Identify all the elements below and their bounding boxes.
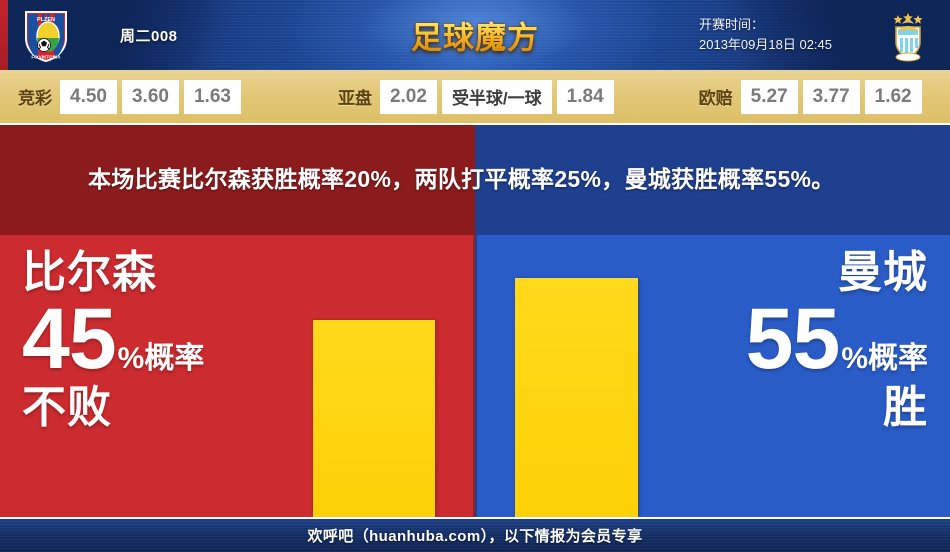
kickoff-info: 开赛时间： 2013年09月18日 02:45 — [699, 0, 832, 70]
handicap-line[interactable]: 受半球/一球 — [441, 79, 552, 114]
handicap-value-away[interactable]: 1.84 — [556, 79, 614, 114]
odds-value-away[interactable]: 1.63 — [183, 79, 241, 114]
odds-value-home[interactable]: 4.50 — [60, 79, 117, 114]
match-header: PLZEN FC VIKTORIA 周二008 足球魔方 开赛时间： 2013年… — [0, 0, 950, 70]
away-team-name: 曼城 — [838, 248, 928, 297]
odds-group-label: 欧赔 — [698, 89, 733, 108]
home-probability-bar — [313, 320, 435, 517]
odds-group-label: 竞彩 — [18, 89, 52, 108]
away-probability-bar — [515, 278, 638, 517]
odds-bar: 竞彩 4.50 3.60 1.63 亚盘 2.02 受半球/一球 1.84 欧赔… — [0, 70, 950, 125]
odds-group-oupei: 欧赔 5.27 3.77 1.62 — [698, 79, 927, 114]
svg-text:PLZEN: PLZEN — [37, 17, 55, 23]
odds-group-yapan: 亚盘 2.02 受半球/一球 1.84 — [337, 79, 619, 114]
probability-summary-banner: 本场比赛比尔森获胜概率20%，两队打平概率25%，曼城获胜概率55%。 — [0, 125, 950, 235]
odds-value-draw[interactable]: 3.60 — [121, 79, 179, 114]
home-probability-value: 45 — [22, 290, 117, 387]
header-left-red-stripe — [0, 0, 8, 70]
euro-odds-home[interactable]: 5.27 — [740, 79, 798, 114]
odds-group-jingcai: 竞彩 4.50 3.60 1.63 — [18, 79, 246, 114]
svg-text:FC VIKTORIA: FC VIKTORIA — [31, 55, 61, 60]
euro-odds-away[interactable]: 1.62 — [864, 79, 922, 114]
home-team-stats: 比尔森 45 %概率 不败 — [22, 249, 204, 433]
away-probability-value: 55 — [745, 290, 841, 387]
home-probability-row: 45 %概率 — [22, 290, 205, 387]
match-number: 周二008 — [120, 27, 178, 45]
home-team-badge-icon: PLZEN FC VIKTORIA — [25, 11, 67, 63]
footer-text: 欢呼吧（huanhuba.com），以下情报为会员专享 — [307, 528, 643, 545]
handicap-value-home[interactable]: 2.02 — [379, 79, 437, 114]
away-probability-panel: 曼城 55 %概率 胜 — [475, 235, 950, 517]
odds-group-label: 亚盘 — [337, 89, 372, 108]
away-probability-row: 55 %概率 — [745, 290, 928, 387]
probability-chart: 比尔森 45 %概率 不败 曼城 55 %概率 胜 — [0, 235, 950, 517]
summary-text: 本场比赛比尔森获胜概率20%，两队打平概率25%，曼城获胜概率55%。 — [88, 165, 835, 192]
panel-divider — [473, 235, 477, 517]
site-logo: 足球魔方 — [411, 13, 539, 58]
summary-left-background — [0, 125, 475, 235]
home-team-name: 比尔森 — [22, 248, 157, 297]
away-team-badge-icon — [893, 13, 923, 62]
away-team-stats: 曼城 55 %概率 胜 — [746, 249, 928, 433]
home-outcome-label: 不败 — [22, 383, 112, 433]
summary-right-background — [475, 125, 950, 235]
away-outcome-label: 胜 — [883, 383, 928, 433]
home-probability-suffix: %概率 — [117, 341, 205, 375]
kickoff-value: 2013年09月18日 02:45 — [699, 36, 832, 52]
home-probability-panel: 比尔森 45 %概率 不败 — [0, 235, 475, 517]
away-probability-suffix: %概率 — [841, 341, 928, 375]
euro-odds-draw[interactable]: 3.77 — [802, 79, 860, 114]
footer-bar: 欢呼吧（huanhuba.com），以下情报为会员专享 — [0, 517, 950, 552]
kickoff-label: 开赛时间： — [699, 17, 765, 33]
